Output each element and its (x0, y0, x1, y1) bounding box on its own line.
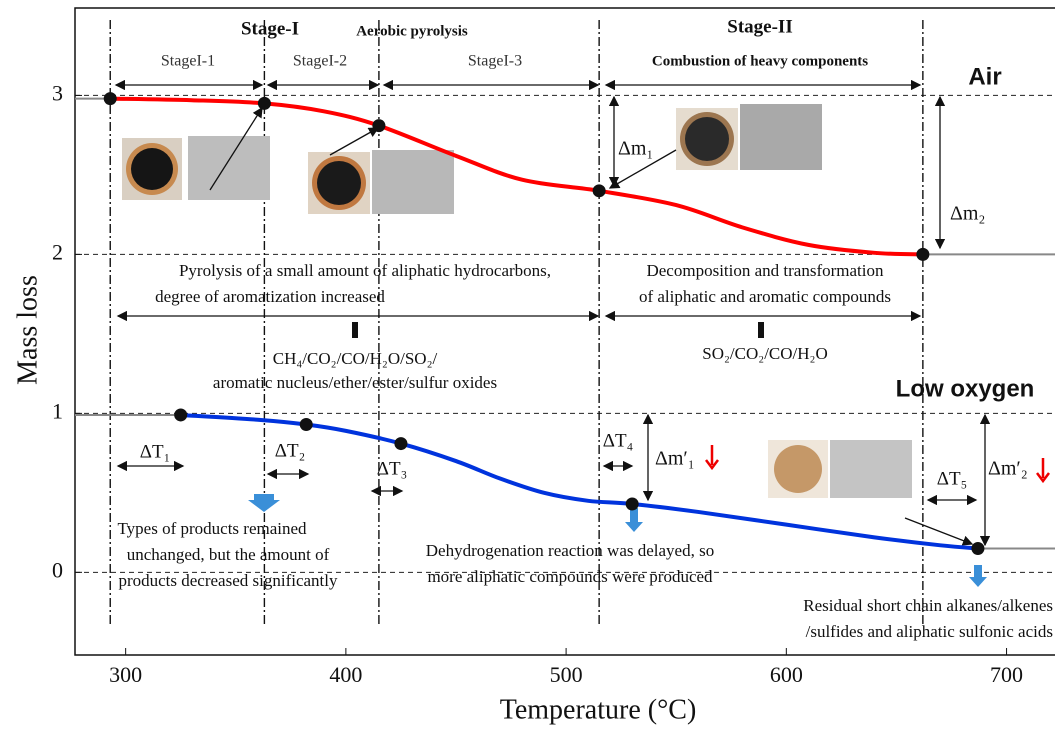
data-line (180, 412, 979, 551)
annotation: Residual short chain alkanes/alkenes (803, 596, 1053, 615)
x-axis-label: Temperature (°C) (500, 694, 697, 725)
pointer (329, 127, 380, 156)
delta-label: ΔT₃ (377, 458, 407, 479)
delta-label: ΔT₄ (603, 430, 633, 451)
data-point (372, 119, 386, 133)
delta-label: ΔT₁ (140, 441, 170, 462)
stage-brackets (114, 79, 991, 547)
series-label: Low oxygen (896, 375, 1035, 402)
delta-label: Δm₂ (950, 203, 985, 225)
x-tick-label: 500 (550, 662, 583, 687)
annotation: degree of aromatization increased (155, 287, 385, 306)
thick-arrows (248, 322, 1050, 587)
pointer (904, 517, 974, 546)
pointer (608, 149, 677, 189)
data-point (625, 497, 639, 511)
annotation: more aliphatic compounds were produced (427, 567, 713, 586)
pointer (209, 106, 263, 191)
photo (830, 440, 912, 498)
annotation: Decomposition and transformation (646, 261, 884, 280)
y-tick-label: 0 (52, 557, 63, 582)
data-point (916, 247, 930, 261)
annotation: of aliphatic and aromatic compounds (639, 287, 891, 306)
annotation: SO₂/CO₂/CO/H₂O (702, 344, 827, 363)
photo (317, 161, 361, 205)
data-point (103, 92, 117, 106)
data-point (394, 437, 408, 451)
stage-title: Stage-II (727, 16, 792, 37)
data-point (971, 541, 985, 555)
delta-label: Δm₁ (618, 138, 653, 160)
x-tick-label: 600 (770, 662, 803, 687)
delta-label: ΔT₅ (937, 468, 967, 489)
arrow (758, 322, 764, 338)
arrow (625, 508, 643, 532)
photo (131, 148, 173, 190)
arrow (248, 494, 280, 512)
annotation: Dehydrogenation reaction was delayed, so (426, 541, 714, 560)
annotation: aromatic nucleus/ether/ester/sulfur oxid… (213, 373, 497, 392)
arrow (352, 322, 358, 338)
stage-subtitle: Combustion of heavy components (652, 53, 868, 69)
x-tick-label: 300 (109, 662, 142, 687)
photo (685, 117, 729, 161)
arrow (969, 565, 987, 587)
y-tick-label: 3 (52, 80, 63, 105)
annotation: Types of products remained (117, 519, 307, 538)
data-point (592, 184, 606, 198)
stage-subtitle: Aerobic pyrolysis (356, 23, 468, 39)
stage-title: Stage-I (241, 18, 299, 39)
photo (774, 445, 822, 493)
delta-label: ΔT₂ (275, 440, 305, 461)
photo (372, 150, 454, 214)
sample-images (122, 104, 912, 498)
sub-stage: StageI-2 (293, 53, 347, 70)
y-axis-label: Mass loss (12, 275, 43, 385)
sub-stage: StageI-1 (161, 53, 215, 70)
x-tick-label: 400 (329, 662, 362, 687)
photo (740, 104, 822, 170)
data-point (299, 417, 313, 431)
data-point (174, 408, 188, 422)
annotation: products decreased significantly (118, 571, 338, 590)
arrow (1036, 458, 1050, 484)
annotation: /sulfides and aliphatic sulfonic acids (806, 622, 1053, 641)
sub-stage: StageI-3 (468, 53, 522, 70)
series-label: Air (968, 63, 1001, 90)
data-point (257, 96, 271, 110)
arrow (705, 445, 719, 471)
x-tick-label: 700 (990, 662, 1023, 687)
annotation: Pyrolysis of a small amount of aliphatic… (179, 261, 551, 280)
photo (188, 136, 270, 200)
delta-label: Δm′₁ (655, 448, 695, 470)
delta-label: Δm′₂ (988, 458, 1028, 480)
annotation: unchanged, but the amount of (127, 545, 330, 564)
y-tick-label: 2 (52, 239, 63, 264)
y-tick-label: 1 (52, 398, 63, 423)
annotation: CH₄/CO₂/CO/H₂O/SO₂/ (273, 349, 438, 368)
